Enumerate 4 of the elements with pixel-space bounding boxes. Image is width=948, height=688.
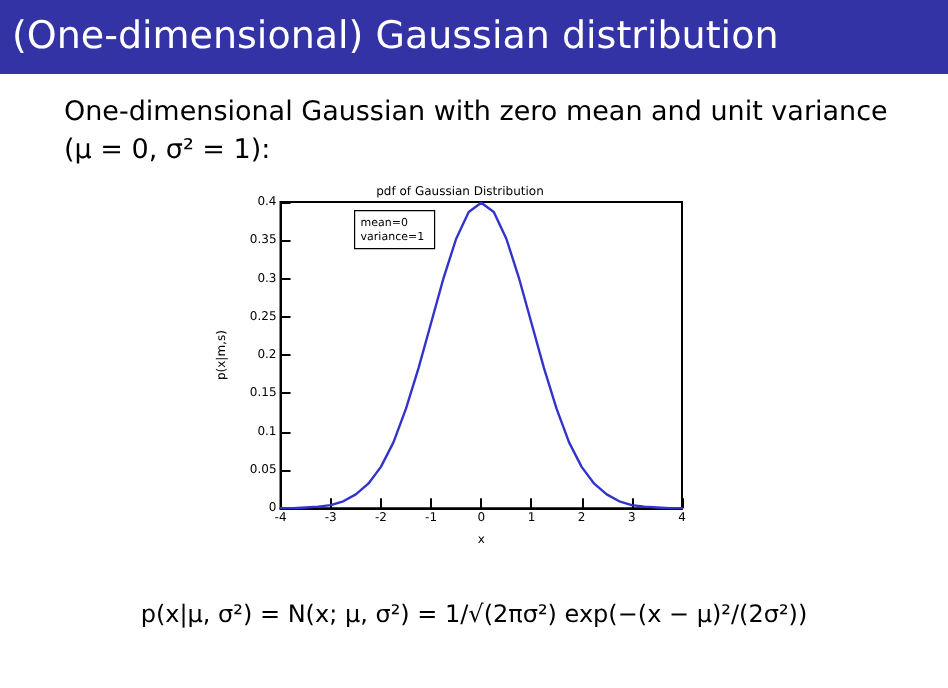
line-series xyxy=(279,201,684,510)
text: (One-dimensional) Gaussian distribution xyxy=(12,14,779,58)
text: p(x|μ, σ²) = N(x; μ, σ²) = 1/√(2πσ²) exp(−(x − μ)²/(2σ²)) xyxy=(138,600,810,628)
text: One-dimensional Gaussian with zero mean and unit variance (μ = 0, σ² = 1): xyxy=(64,94,890,170)
